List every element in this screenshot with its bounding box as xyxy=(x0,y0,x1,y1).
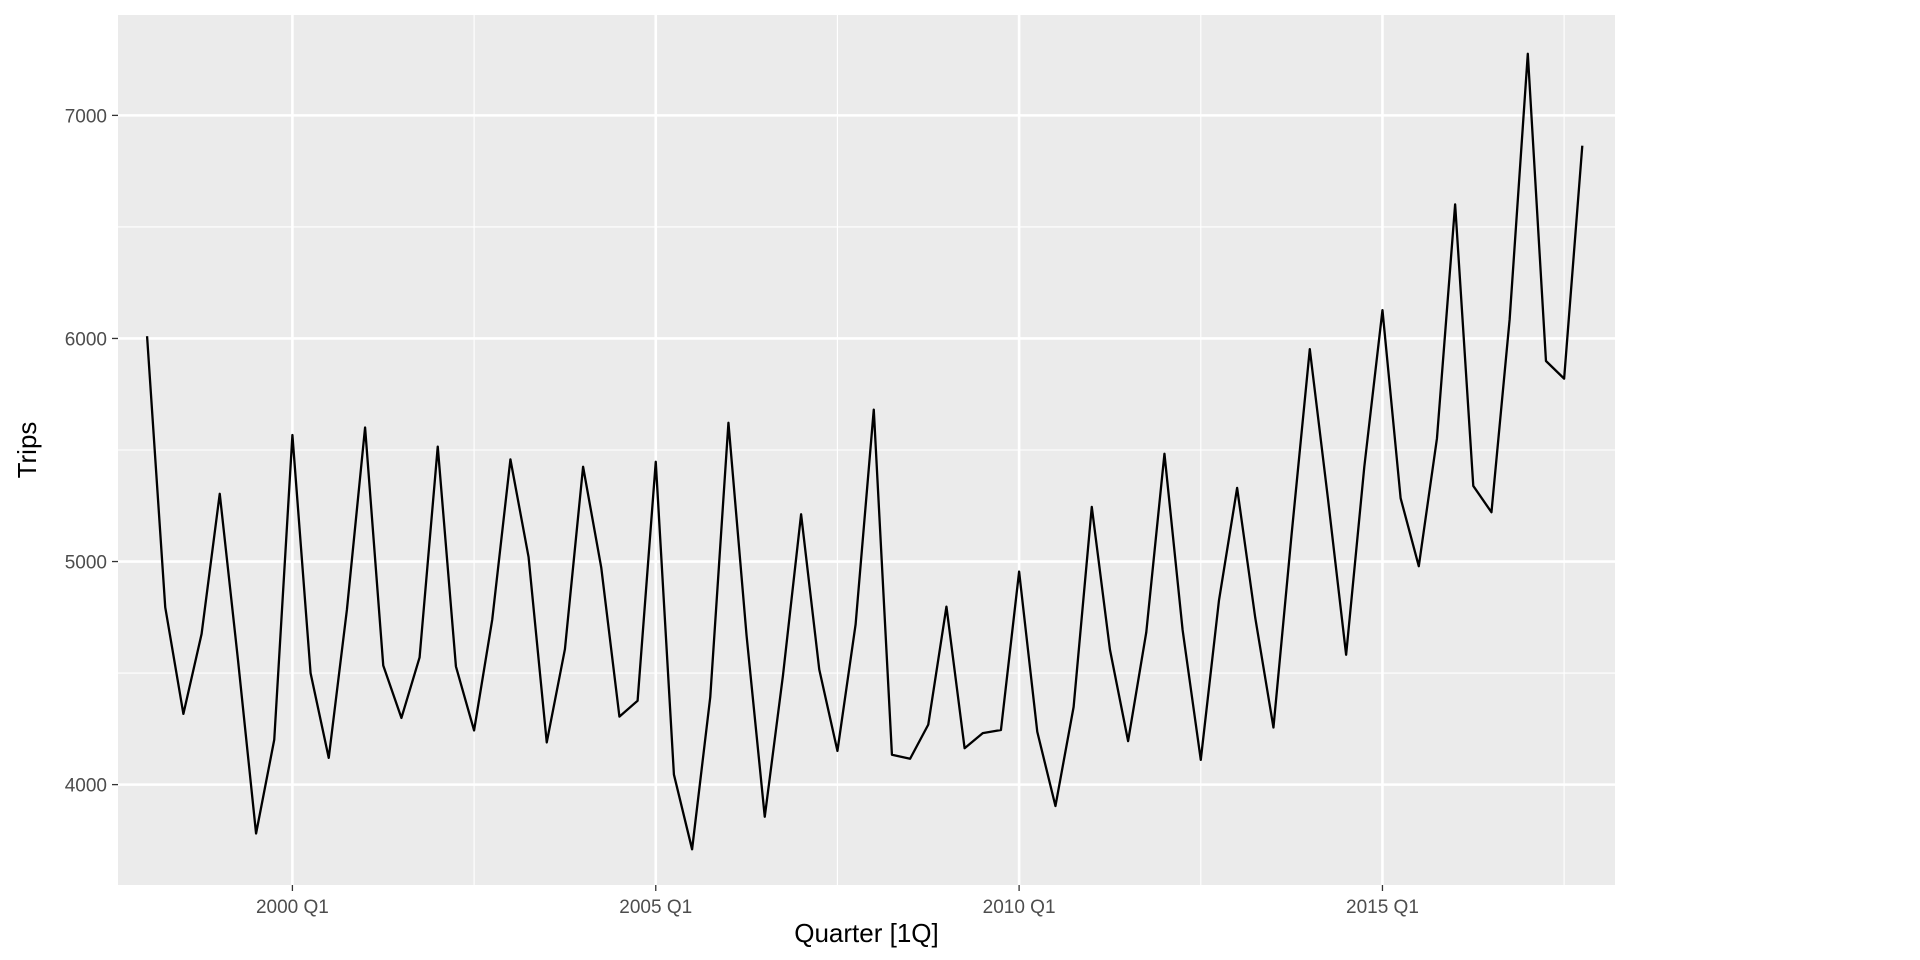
x-tick-label: 2015 Q1 xyxy=(1346,897,1419,918)
series-line xyxy=(145,52,1584,851)
x-tick-label: 2005 Q1 xyxy=(619,897,692,918)
y-tick-label: 5000 xyxy=(65,553,107,574)
y-tick-label: 7000 xyxy=(65,106,107,127)
x-tick-label: 2000 Q1 xyxy=(256,897,329,918)
x-axis-ticks: 2000 Q1 2005 Q1 2010 Q1 2015 Q1 xyxy=(256,885,1419,918)
y-tick-label: 4000 xyxy=(65,776,107,797)
y-tick-label: 6000 xyxy=(65,329,107,350)
x-tick-label: 2010 Q1 xyxy=(983,897,1056,918)
series-layer xyxy=(145,52,1584,851)
y-axis-ticks: 4000 5000 6000 7000 xyxy=(65,106,118,797)
x-axis-title: Quarter [1Q] xyxy=(794,918,939,948)
y-axis-title: Trips xyxy=(12,422,42,479)
